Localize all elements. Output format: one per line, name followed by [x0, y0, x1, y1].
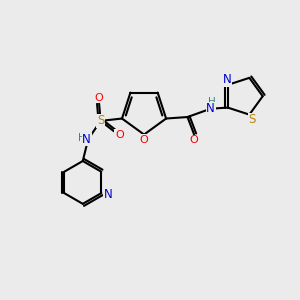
- Text: H: H: [78, 133, 86, 143]
- Text: N: N: [223, 73, 232, 86]
- Text: O: O: [115, 130, 124, 140]
- Text: H: H: [208, 97, 215, 107]
- Text: O: O: [140, 135, 148, 145]
- Text: S: S: [249, 113, 256, 126]
- Text: N: N: [206, 102, 215, 115]
- Text: O: O: [190, 135, 198, 145]
- Text: N: N: [103, 188, 112, 201]
- Text: N: N: [82, 133, 91, 146]
- Text: S: S: [97, 114, 104, 128]
- Text: O: O: [95, 93, 103, 103]
